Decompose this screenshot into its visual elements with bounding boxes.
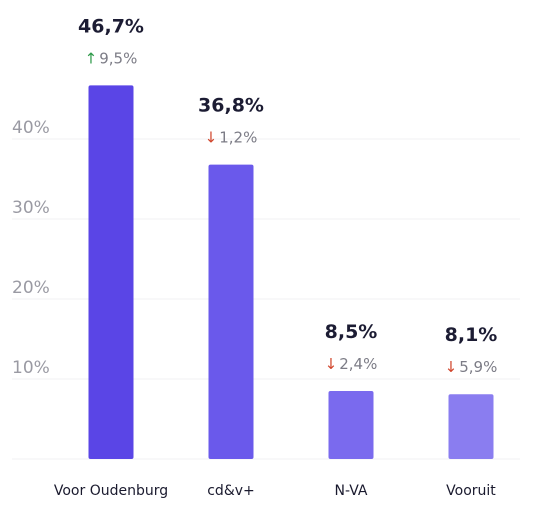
bar-value-label: 46,7%: [78, 15, 144, 37]
bar: [208, 164, 254, 459]
change-value: 1,2%: [219, 129, 257, 147]
category-label: cd&v+: [207, 483, 255, 499]
category-label: N-VA: [335, 483, 368, 499]
bar-value-label: 8,1%: [445, 324, 498, 346]
bar-value-label: 8,5%: [325, 321, 378, 343]
bar: [448, 394, 494, 459]
gridlines: [12, 138, 520, 460]
bar: [88, 85, 134, 460]
change-label: ↓ 1,2%: [205, 129, 258, 147]
bar-value-label: 36,8%: [198, 95, 264, 117]
y-tick-label: 10%: [12, 358, 50, 378]
bar: [328, 391, 374, 459]
change-value: 5,9%: [459, 358, 497, 376]
change-value: 9,5%: [99, 49, 137, 67]
arrow-down-icon: ↓: [205, 129, 218, 147]
change-label: ↓ 5,9%: [445, 358, 498, 376]
change-label: ↑ 9,5%: [85, 49, 138, 67]
y-tick-label: 30%: [12, 198, 50, 218]
arrow-down-icon: ↓: [325, 355, 338, 373]
y-tick-label: 40%: [12, 118, 50, 138]
category-label: Vooruit: [446, 483, 496, 499]
y-tick-label: 20%: [12, 278, 50, 298]
change-label: ↓ 2,4%: [325, 355, 378, 373]
category-label: Voor Oudenburg: [54, 483, 168, 499]
change-value: 2,4%: [339, 355, 377, 373]
arrow-down-icon: ↓: [445, 358, 458, 376]
arrow-up-icon: ↑: [85, 49, 98, 67]
